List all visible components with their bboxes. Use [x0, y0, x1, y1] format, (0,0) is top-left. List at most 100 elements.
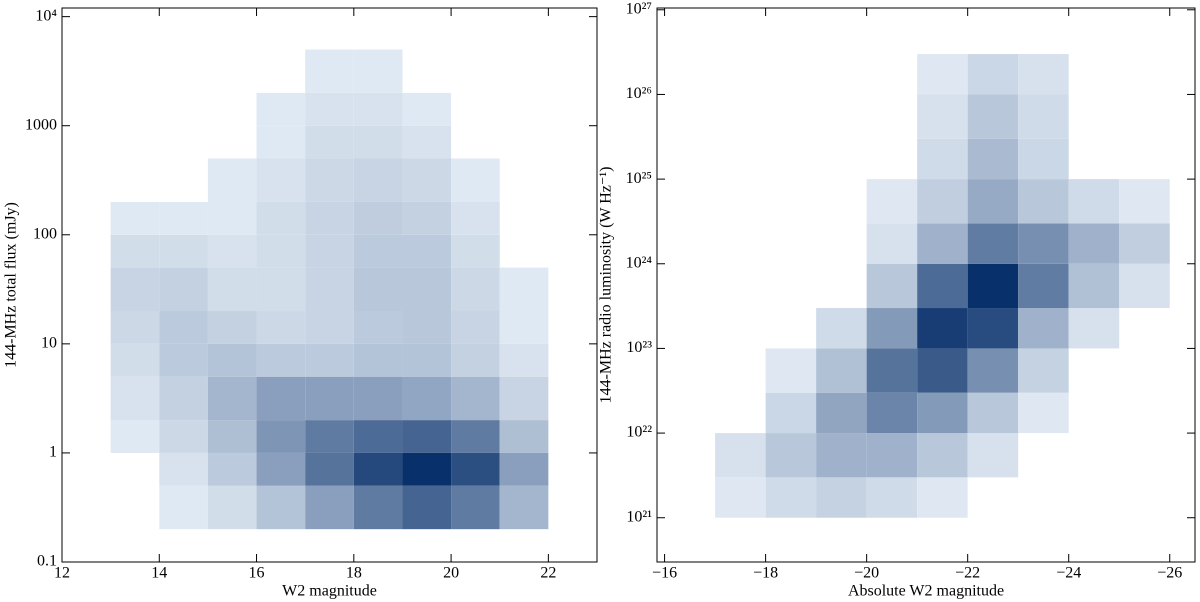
density-cell: [256, 267, 306, 312]
x-tick-label: 12: [54, 565, 70, 582]
density-cell: [353, 420, 403, 453]
density-cell: [402, 158, 452, 202]
density-cell: [402, 485, 452, 530]
density-cell: [353, 376, 403, 421]
density-cell: [967, 433, 1019, 478]
density-cell: [765, 433, 817, 478]
density-cell: [305, 92, 354, 126]
density-cell: [159, 267, 208, 312]
density-cell: [866, 392, 918, 434]
x-tick-label: −18: [753, 565, 778, 582]
y-tick-label: 10²⁶: [626, 85, 652, 102]
y-tick-label: 10²³: [626, 339, 652, 356]
density-cell: [967, 138, 1019, 180]
density-cell: [1119, 477, 1170, 517]
density-cell: [305, 343, 354, 377]
density-cell: [1068, 179, 1120, 224]
density-cell: [499, 485, 549, 530]
x-tick-label: 16: [249, 565, 265, 582]
density-cell: [159, 376, 208, 421]
density-cell: [159, 93, 208, 126]
density-cell: [110, 201, 160, 235]
density-cell: [866, 179, 918, 224]
density-cell: [353, 343, 403, 377]
density-cell: [715, 223, 766, 263]
y-axis-label: 144-MHz radio luminosity (W Hz⁻¹): [598, 167, 615, 404]
density-cell: [305, 201, 354, 235]
x-tick-label: 20: [443, 565, 459, 582]
density-cell: [715, 264, 766, 308]
density-cell: [816, 264, 867, 308]
density-cell: [256, 234, 306, 268]
density-cell: [1119, 393, 1170, 433]
density-cell: [1068, 263, 1120, 309]
density-cell: [917, 477, 968, 518]
density-cell: [159, 420, 208, 453]
density-cell: [207, 311, 257, 344]
density-cell: [1069, 54, 1120, 94]
density-cell: [451, 485, 500, 530]
density-cell: [402, 92, 452, 126]
density-cell: [1119, 223, 1170, 264]
density-cell: [500, 202, 549, 235]
density-cell: [917, 138, 968, 180]
y-tick-label: 10²⁴: [626, 254, 653, 271]
density-cell: [967, 263, 1019, 309]
density-cell: [500, 93, 549, 126]
density-cell: [451, 420, 500, 453]
density-cell: [1119, 433, 1170, 477]
density-cell: [353, 125, 403, 159]
density-cell: [1069, 94, 1120, 138]
density-cell: [1018, 308, 1069, 349]
density-cell: [402, 376, 452, 421]
density-cell: [353, 49, 403, 93]
density-cell: [766, 179, 817, 223]
density-cell: [499, 376, 549, 421]
density-cell: [967, 308, 1019, 349]
density-cell: [967, 392, 1019, 434]
density-cell: [499, 420, 549, 453]
density-cell: [110, 376, 160, 421]
density-cell: [256, 311, 306, 344]
y-tick-label: 10²²: [626, 424, 652, 441]
density-cell: [353, 311, 403, 344]
density-cell: [1018, 348, 1069, 393]
density-cell: [867, 54, 918, 94]
density-cell: [867, 139, 918, 179]
density-cell: [111, 49, 160, 92]
x-tick-label: −22: [955, 565, 980, 582]
density-cell: [866, 223, 918, 264]
density-cell: [159, 159, 208, 202]
y-tick-label: 10: [41, 335, 57, 352]
density-cell: [305, 311, 354, 344]
density-cell: [917, 392, 968, 434]
y-tick-label: 10²⁵: [626, 170, 652, 187]
density-cell: [353, 234, 403, 268]
density-cell: [402, 234, 452, 268]
density-cell: [451, 376, 500, 421]
density-cell: [159, 485, 208, 530]
density-cell: [967, 94, 1019, 139]
density-cell: [816, 223, 867, 263]
density-cell: [715, 179, 766, 223]
density-cell: [402, 343, 452, 377]
density-cell: [1068, 308, 1120, 349]
density-cell: [207, 201, 257, 235]
density-cell: [1069, 477, 1120, 517]
density-cell: [917, 308, 968, 349]
density-cell: [715, 54, 766, 94]
density-cell: [967, 223, 1019, 264]
x-tick-label: −16: [652, 565, 677, 582]
density-cell: [207, 267, 257, 312]
density-cell: [715, 94, 766, 138]
x-axis-label: Absolute W2 magnitude: [848, 583, 1004, 600]
density-cell: [207, 234, 257, 268]
density-cell: [305, 125, 354, 159]
density-cell: [159, 49, 208, 92]
density-cell: [256, 376, 306, 421]
density-cell: [451, 201, 500, 235]
density-cell: [402, 420, 452, 453]
density-cell: [305, 267, 354, 312]
density-cell: [111, 93, 160, 126]
density-cell: [305, 420, 354, 453]
